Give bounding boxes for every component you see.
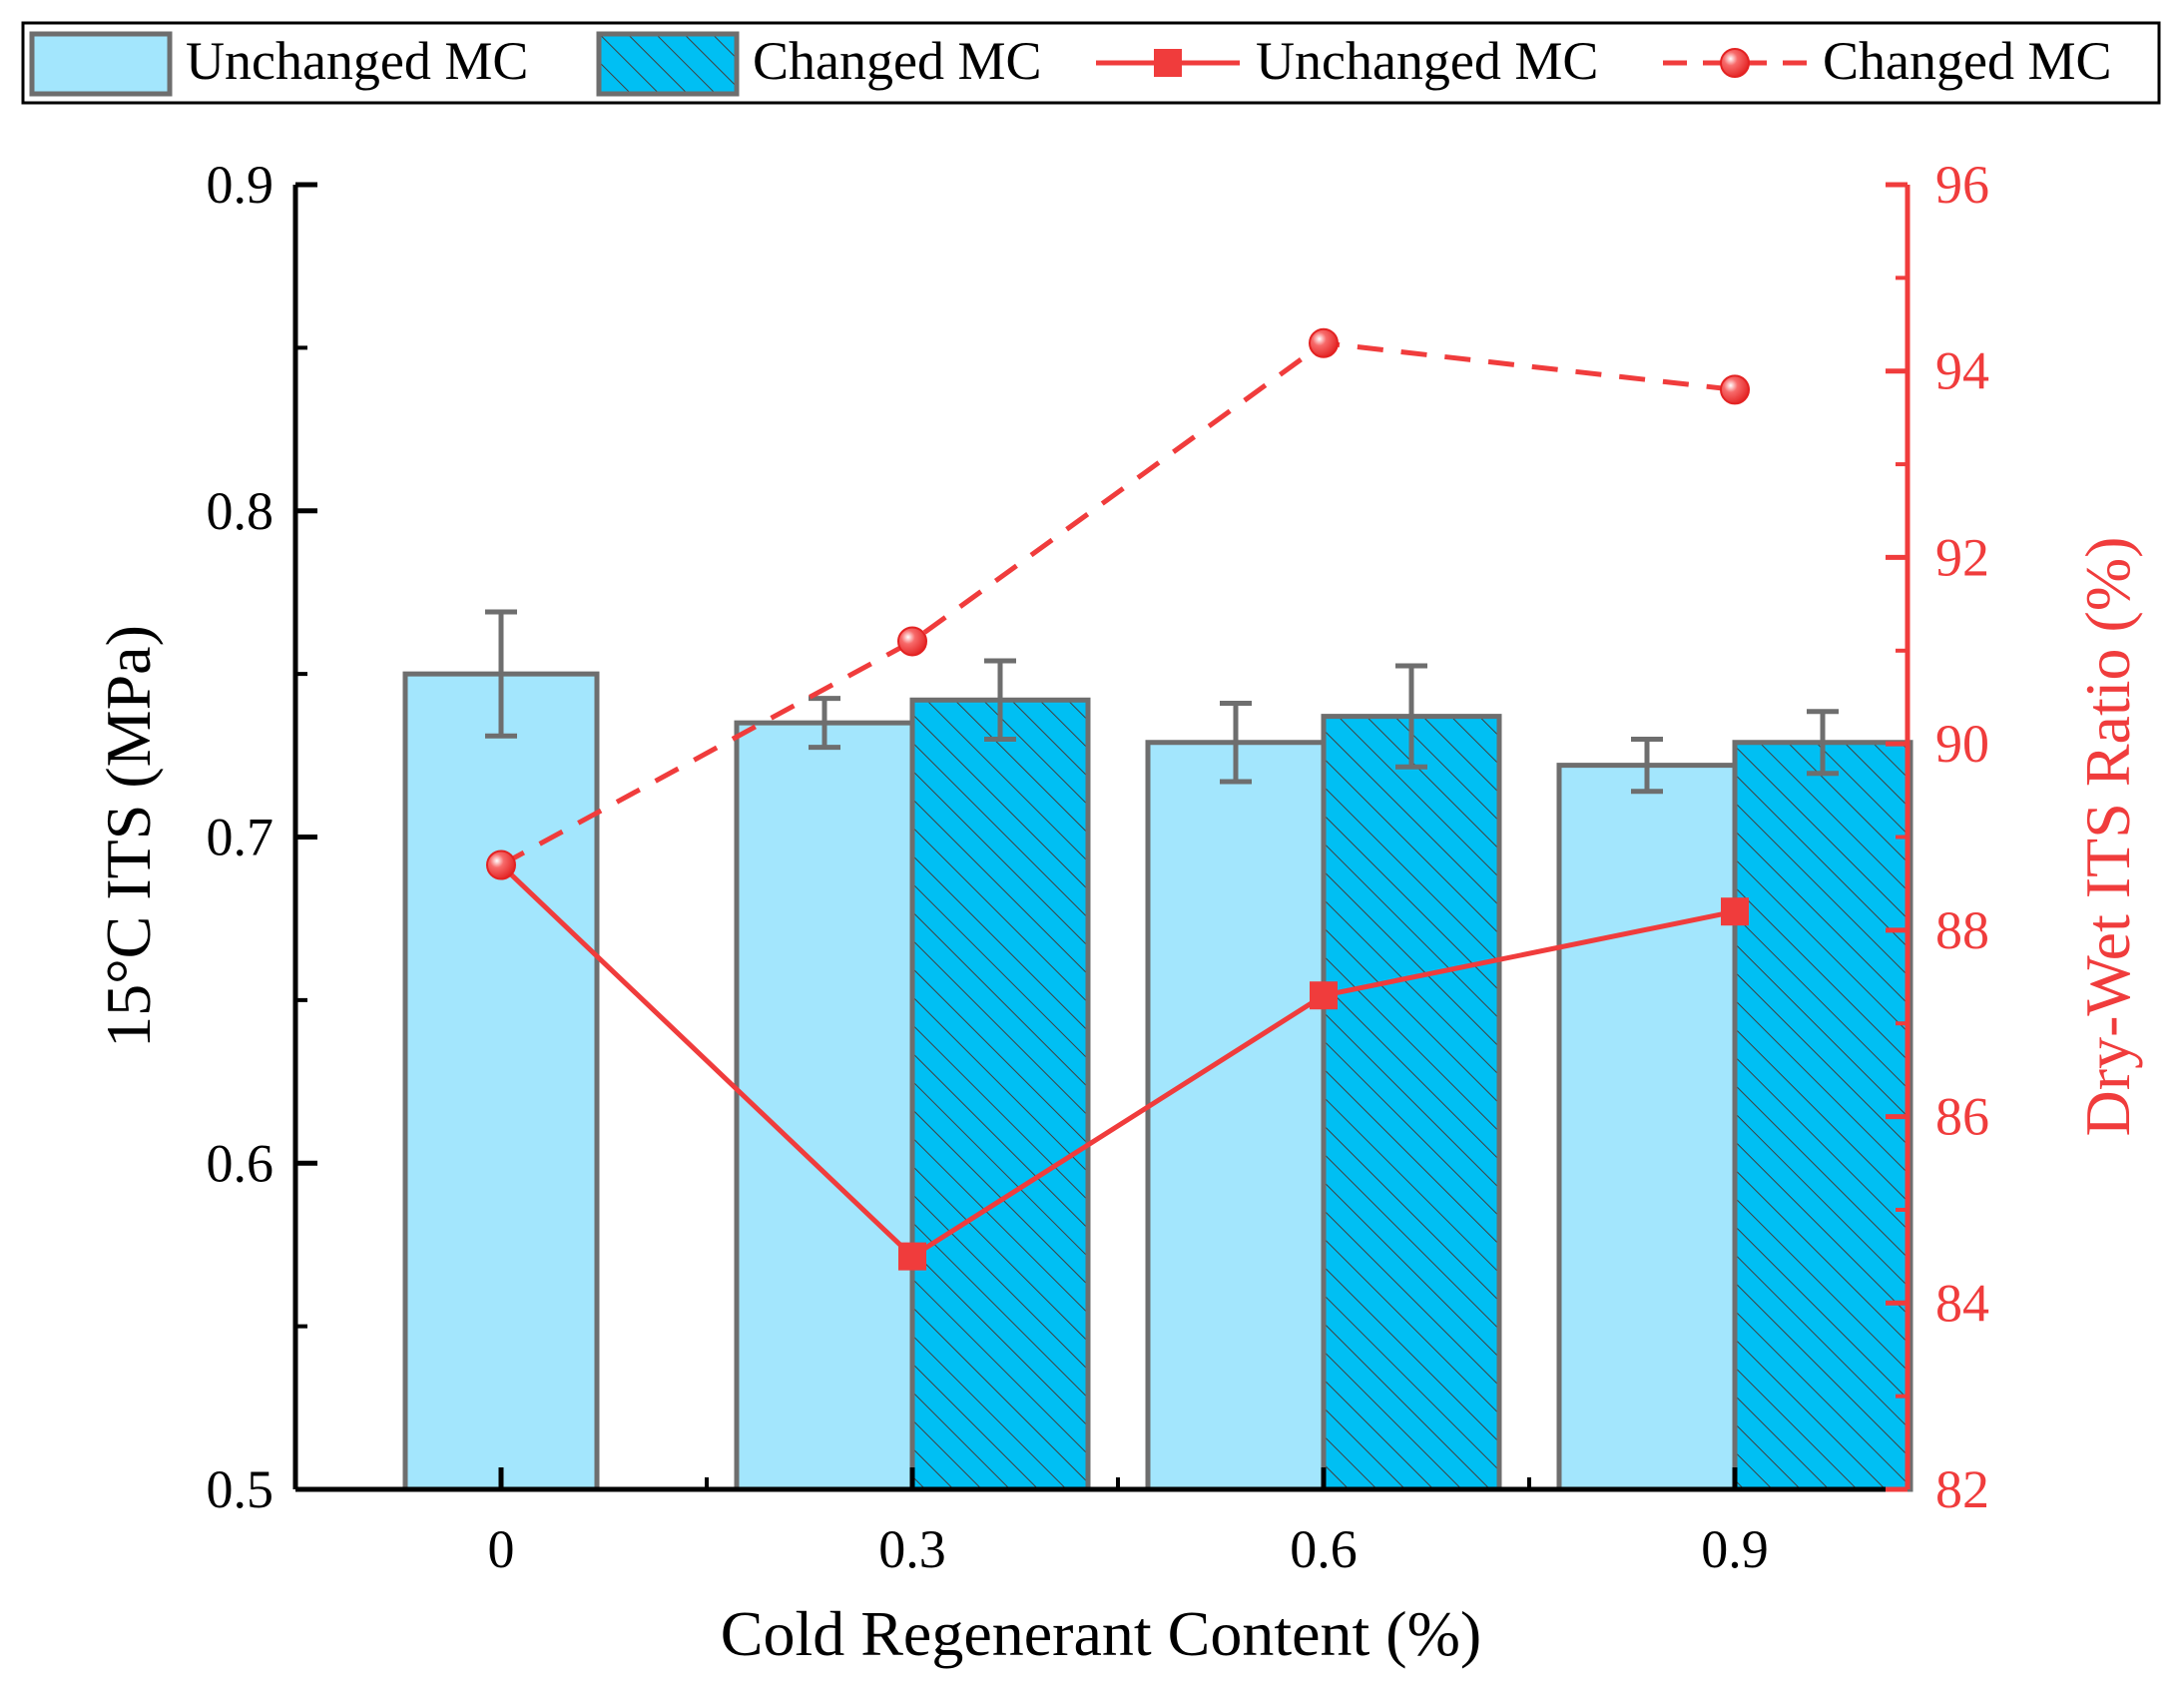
x-tick-label-0: 0 xyxy=(488,1519,515,1579)
bar-changed-0.3 xyxy=(909,697,1091,1492)
markers-layer xyxy=(486,327,1750,1271)
ticks-layer: 0.5 0.6 0.7 0.8 0.9 82 84 86 88 90 92 94 96 0 0.3 0.6 0.… xyxy=(207,155,1990,1579)
legend-swatch-changed-bar xyxy=(596,31,740,97)
y-tick-label-0.9: 0.9 xyxy=(207,155,274,215)
line-unchanged xyxy=(499,862,1736,1260)
bar-unchanged-0.6 xyxy=(1145,740,1327,1492)
bar-changed-0.6 xyxy=(1321,714,1502,1492)
y-tick-label-0.8: 0.8 xyxy=(207,481,274,541)
marker-changed-0 xyxy=(486,849,516,880)
bar-unchanged-0 xyxy=(402,671,600,1492)
marker-changed-0.9 xyxy=(1720,374,1750,405)
legend: Unchanged MC Changed MC Unchanged MC Cha… xyxy=(21,21,2161,105)
y2-axis-title: Dry-Wet ITS Ratio (%) xyxy=(2072,537,2143,1137)
y2-tick-label-84: 84 xyxy=(1935,1273,1989,1333)
line-changed xyxy=(499,340,1736,867)
y2-tick-label-96: 96 xyxy=(1935,155,1989,215)
y2-tick-label-92: 92 xyxy=(1935,527,1989,587)
lines-layer xyxy=(499,340,1736,1260)
marker-changed-0.3 xyxy=(897,626,927,657)
legend-label-unchanged-bar: Unchanged MC xyxy=(186,31,528,91)
y2-tick-label-86: 86 xyxy=(1935,1087,1989,1147)
marker-unchanged-0.9 xyxy=(1721,897,1749,926)
legend-marker-circle xyxy=(1720,48,1750,78)
y2-tick-label-82: 82 xyxy=(1935,1459,1989,1519)
bar-unchanged-0.9 xyxy=(1556,763,1738,1492)
x-axis-title: Cold Regenerant Content (%) xyxy=(721,1598,1481,1669)
legend-label-changed-line: Changed MC xyxy=(1823,31,2112,91)
bar-unchanged-0.3 xyxy=(734,720,915,1492)
x-tick-label-0.3: 0.3 xyxy=(878,1519,946,1579)
marker-changed-0.6 xyxy=(1309,327,1339,358)
legend-swatch-unchanged-bar xyxy=(29,31,173,97)
y-tick-label-0.6: 0.6 xyxy=(207,1133,274,1193)
legend-marker-square xyxy=(1154,49,1182,77)
y2-tick-label-94: 94 xyxy=(1935,341,1989,401)
errorbars-layer xyxy=(485,609,1839,795)
x-tick-label-0.6: 0.6 xyxy=(1290,1519,1358,1579)
x-tick-label-0.9: 0.9 xyxy=(1701,1519,1769,1579)
legend-label-unchanged-line: Unchanged MC xyxy=(1256,31,1598,91)
y-tick-label-0.7: 0.7 xyxy=(207,808,274,867)
bar-changed-0.9 xyxy=(1732,740,1913,1492)
marker-unchanged-0.6 xyxy=(1310,981,1338,1010)
y2-tick-label-90: 90 xyxy=(1935,714,1989,774)
legend-label-changed-bar: Changed MC xyxy=(753,31,1042,91)
y-axis-title: 15°C ITS (MPa) xyxy=(93,625,164,1048)
y-tick-label-0.5: 0.5 xyxy=(207,1459,274,1519)
marker-unchanged-0.3 xyxy=(898,1242,926,1271)
y2-tick-label-88: 88 xyxy=(1935,900,1989,960)
